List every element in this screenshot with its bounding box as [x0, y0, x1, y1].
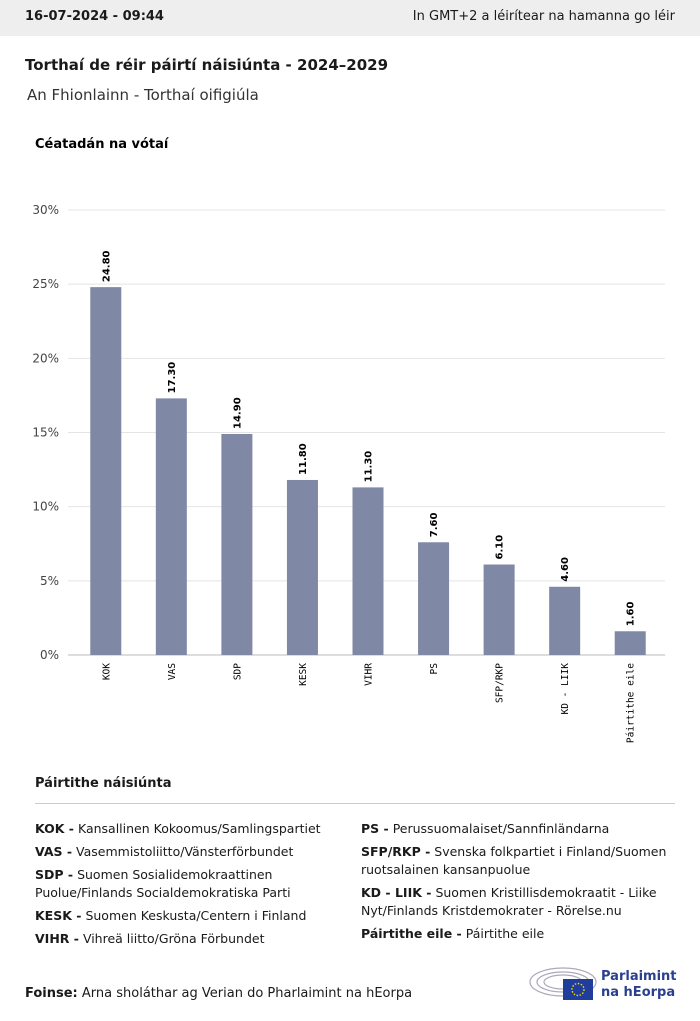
party-abbr: VAS - [35, 844, 73, 859]
y-tick-label: 0% [40, 648, 59, 662]
party-entry: VIHR - Vihreä liitto/Gröna Förbundet [35, 930, 345, 948]
party-list: KOK - Kansallinen Kokoomus/Samlingsparti… [35, 820, 345, 948]
party-name: Suomen Sosialidemokraattinen Puolue/Finl… [35, 867, 291, 900]
bar [549, 586, 581, 655]
bar [352, 487, 384, 655]
bar [155, 398, 187, 655]
party-name: Páirtithe eile [465, 926, 545, 941]
y-tick-label: 20% [32, 351, 59, 365]
y-axis-label: Céatadán na vótaí [35, 137, 170, 152]
party-entry: Páirtithe eile - Páirtithe eile [361, 925, 671, 943]
party-entry: PS - Perussuomalaiset/Sannfinländarna [361, 820, 671, 838]
bar [221, 433, 253, 655]
party-abbr: KD - LIIK - [361, 885, 432, 900]
chart-title: Torthaí de réir páirtí náisiúnta - 2024–… [25, 56, 389, 74]
y-tick-label: 25% [32, 277, 59, 291]
party-entry: KD - LIIK - Suomen Kristillisdemokraatit… [361, 884, 671, 920]
bar [418, 542, 450, 655]
source: Foinse: Arna sholáthar ag Verian do Phar… [25, 986, 412, 1001]
bar [286, 479, 318, 655]
chart: Céatadán na vótaí 0% 5% 10% 15% 20% 25% 30% KOK… [32, 137, 665, 743]
timezone-note: In GMT+2 a léirítear na hamanna go léir [412, 9, 675, 24]
party-name: Suomen Kristillisdemokraatit - Liike Nyt… [361, 885, 657, 918]
party-abbr: PS - [361, 821, 389, 836]
y-tick-label: 5% [40, 574, 59, 588]
logo-text: na hEorpa [601, 985, 676, 1000]
value-label: 4.60 [560, 557, 571, 582]
party-list: PS - Perussuomalaiset/Sannfinländarna SFP… [361, 820, 671, 943]
value-label: 14.90 [232, 397, 243, 429]
bar [614, 631, 646, 655]
value-label: 24.80 [101, 250, 112, 282]
party-entry: KESK - Suomen Keskusta/Centern i Finland [35, 907, 345, 925]
value-label: 6.10 [495, 535, 506, 560]
x-tick-label: Páirtithe eile [626, 663, 637, 743]
source-label: Foinse: [25, 986, 78, 1001]
x-tick-label: SFP/RKP [495, 663, 506, 703]
party-name: Vasemmistoliitto/Vänsterförbundet [76, 844, 294, 859]
x-tick-label: VAS [167, 663, 178, 680]
party-entry: SDP - Suomen Sosialidemokraattinen Puolu… [35, 866, 345, 902]
party-name: Svenska folkpartiet i Finland/Suomen ruo… [361, 844, 667, 877]
x-tick-label: SDP [232, 663, 243, 680]
value-label: 7.60 [429, 513, 440, 538]
y-tick-label: 15% [32, 426, 59, 440]
x-tick-label: PS [429, 663, 440, 675]
x-tick-label: KESK [298, 663, 309, 686]
value-label: 1.60 [626, 602, 637, 627]
party-name: Suomen Keskusta/Centern i Finland [85, 908, 307, 923]
party-abbr: SFP/RKP - [361, 844, 431, 859]
x-tick-label: VIHR [364, 663, 375, 686]
party-abbr: VIHR - [35, 931, 79, 946]
logo-text: Parlaimint [601, 969, 677, 984]
x-tick-label: KD - LIIK [560, 663, 571, 715]
y-tick-label: 10% [32, 500, 59, 514]
value-label: 17.30 [167, 362, 178, 394]
party-entry: SFP/RKP - Svenska folkpartiet i Finland/… [361, 843, 671, 879]
source-text: Arna sholáthar ag Verian do Pharlaimint … [81, 986, 413, 1001]
party-entry: VAS - Vasemmistoliitto/Vänsterförbundet [35, 843, 345, 861]
legend-title: Páirtithe náisiúnta [35, 776, 172, 791]
header-bar [0, 0, 700, 36]
party-abbr: SDP - [35, 867, 74, 882]
party-abbr: Páirtithe eile - [361, 926, 462, 941]
bar [483, 564, 515, 655]
timestamp: 16-07-2024 - 09:44 [25, 9, 164, 24]
party-abbr: KOK - [35, 821, 74, 836]
chart-subtitle: An Fhionlainn - Torthaí oifigiúla [27, 86, 259, 104]
logo-icon [529, 967, 597, 1000]
y-tick-label: 30% [32, 203, 59, 217]
party-name: Vihreä liitto/Gröna Förbundet [82, 931, 265, 946]
party-entry: KOK - Kansallinen Kokoomus/Samlingsparti… [35, 820, 345, 838]
value-label: 11.80 [298, 443, 309, 475]
bar [90, 287, 122, 655]
party-name: Kansallinen Kokoomus/Samlingspartiet [77, 821, 321, 836]
party-name: Perussuomalaiset/Sannfinländarna [392, 821, 610, 836]
divider [35, 803, 675, 804]
party-abbr: KESK - [35, 908, 82, 923]
x-tick-label: KOK [101, 663, 112, 680]
value-label: 11.30 [364, 451, 375, 483]
